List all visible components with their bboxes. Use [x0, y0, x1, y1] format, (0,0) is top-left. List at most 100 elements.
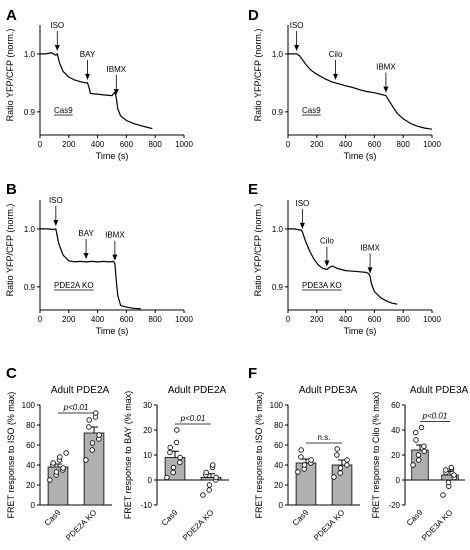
annotation-label: Cilo [320, 236, 334, 245]
data-point [418, 424, 425, 431]
y-tick-label: 40 [274, 461, 283, 470]
y-axis-title: FRET response to ISO (% max) [254, 392, 264, 519]
series-line [288, 53, 433, 130]
data-point [301, 462, 308, 468]
annotation-label: ISO [290, 21, 304, 30]
y-axis-title: Ratio YFP/CFP (norm.) [5, 204, 15, 297]
category-label: Cas9 [291, 508, 311, 528]
y-tick-label: -10 [140, 501, 152, 510]
panel-label-e: E [248, 181, 258, 198]
data-point [96, 432, 102, 438]
y-tick-label: 20 [26, 481, 35, 490]
x-tick-label: 600 [368, 315, 382, 324]
annotation-label: ISO [296, 199, 310, 208]
y-axis-title: Ratio YFP/CFP (norm.) [253, 204, 263, 297]
x-tick-label: 200 [62, 315, 76, 324]
line-chart-a-0: 0 200 400 600 800 1000 0.9 1.0 Time (s) Ratio YFP… [5, 21, 193, 161]
data-point [203, 469, 209, 476]
line-chart-e-3: 0 200 400 600 800 1000 0.9 1.0 Time (s) Ratio YFP… [253, 199, 441, 336]
annotation-label: BAY [78, 229, 94, 238]
y-axis-title: Ratio YFP/CFP (norm.) [253, 29, 263, 122]
panel-label-a: A [6, 7, 17, 24]
annotation-label: ISO [50, 21, 64, 30]
genotype-label: Cas9 [54, 106, 73, 115]
x-axis-title: Time (s) [344, 326, 377, 336]
x-tick-label: 600 [368, 140, 382, 149]
data-point [308, 457, 314, 463]
x-tick-label: 0 [38, 315, 43, 324]
data-point [200, 492, 206, 498]
x-tick-label: 200 [310, 315, 324, 324]
data-point [93, 410, 99, 416]
genotype-label: PDE3A KO [302, 281, 342, 290]
x-tick-label: 0 [286, 315, 291, 324]
x-tick-label: 200 [62, 140, 76, 149]
series-line [40, 228, 141, 310]
y-tick-label: 0 [31, 501, 36, 510]
y-tick-label: 0.9 [24, 108, 36, 117]
bar-chart-c-4: Adult PDE2A 0 20 40 60 80 100 FRET response to … [6, 385, 112, 542]
y-tick-label: 0.9 [272, 283, 284, 292]
category-label: PDE3A KO [312, 508, 346, 542]
x-tick-label: 200 [310, 140, 324, 149]
data-point [83, 457, 89, 463]
annotation-label: BAY [80, 50, 96, 59]
panel-label-f: F [248, 365, 257, 382]
annotation-arrow-head [113, 88, 119, 95]
data-point [451, 472, 457, 478]
data-point [177, 454, 183, 461]
data-point [170, 464, 177, 471]
panel-label-b: B [6, 181, 17, 198]
data-point [344, 457, 350, 463]
y-tick-label: 10 [143, 451, 152, 460]
annotation-arrow-head [294, 44, 300, 51]
x-tick-label: 1000 [175, 315, 193, 324]
y-tick-label: 40 [391, 426, 400, 435]
data-point [413, 429, 419, 436]
y-tick-label: 60 [26, 441, 35, 450]
category-label: Cas9 [405, 508, 425, 528]
x-tick-label: 800 [149, 140, 163, 149]
annotation-arrow-head [333, 73, 339, 80]
data-point [164, 474, 170, 481]
x-tick-label: 400 [91, 140, 105, 149]
data-point [334, 446, 340, 452]
bar-chart-title: Adult PDE3A [410, 385, 469, 396]
x-tick-label: 1000 [175, 140, 193, 149]
y-tick-label: 0 [148, 476, 153, 485]
annotation-arrow-head [54, 44, 60, 51]
data-point [413, 437, 419, 443]
data-point [47, 477, 53, 483]
x-tick-label: 400 [339, 315, 353, 324]
line-chart-d-2: 0 200 400 600 800 1000 0.9 1.0 Time (s) Ratio YFP… [253, 21, 441, 161]
annotation-label: IBMX [105, 231, 125, 240]
data-point [440, 492, 446, 498]
y-tick-label: 40 [26, 461, 35, 470]
data-point [63, 450, 69, 456]
y-tick-label: 80 [26, 421, 35, 430]
data-point [298, 447, 304, 453]
data-point [174, 427, 180, 433]
y-tick-label: 80 [274, 421, 283, 430]
data-point [410, 462, 416, 468]
data-point [206, 482, 213, 488]
y-tick-label: 100 [22, 401, 36, 410]
data-point [167, 444, 173, 451]
category-label: PDE3A KO [420, 508, 454, 542]
data-point [344, 462, 350, 468]
data-point [206, 487, 212, 493]
data-point [50, 460, 56, 466]
y-tick-label: 20 [391, 451, 400, 460]
data-point [53, 469, 60, 475]
significance-label: p<0.01 [422, 412, 448, 421]
data-point [89, 447, 95, 453]
annotation-label: IBMX [360, 243, 380, 252]
annotation-arrow-head [85, 73, 91, 80]
y-axis-title: FRET response to Cilo (% max) [371, 392, 381, 519]
y-tick-label: 1.0 [24, 50, 36, 59]
category-label: Cas9 [160, 508, 180, 528]
y-tick-label: 0 [396, 476, 401, 485]
line-chart-b-1: 0 200 400 600 800 1000 0.9 1.0 Time (s) Ratio YFP… [5, 196, 193, 336]
annotation-arrow-head [324, 260, 330, 267]
